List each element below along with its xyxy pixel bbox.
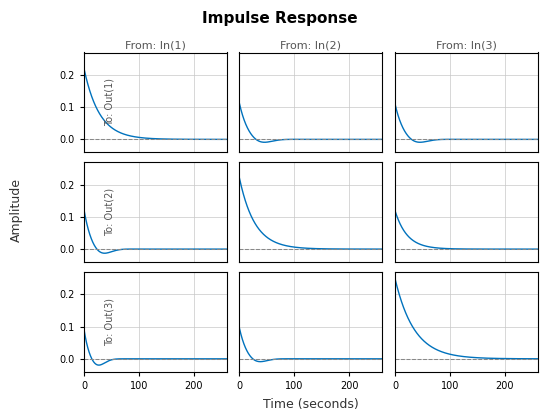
- Text: To: Out(3): To: Out(3): [105, 298, 115, 346]
- Text: Time (seconds): Time (seconds): [263, 398, 358, 411]
- Text: Amplitude: Amplitude: [10, 178, 24, 242]
- Title: From: In(2): From: In(2): [281, 40, 341, 50]
- Text: To: Out(1): To: Out(1): [105, 79, 115, 126]
- Text: To: Out(2): To: Out(2): [105, 188, 115, 236]
- Text: Impulse Response: Impulse Response: [202, 10, 358, 26]
- Title: From: In(3): From: In(3): [436, 40, 497, 50]
- Title: From: In(1): From: In(1): [125, 40, 186, 50]
